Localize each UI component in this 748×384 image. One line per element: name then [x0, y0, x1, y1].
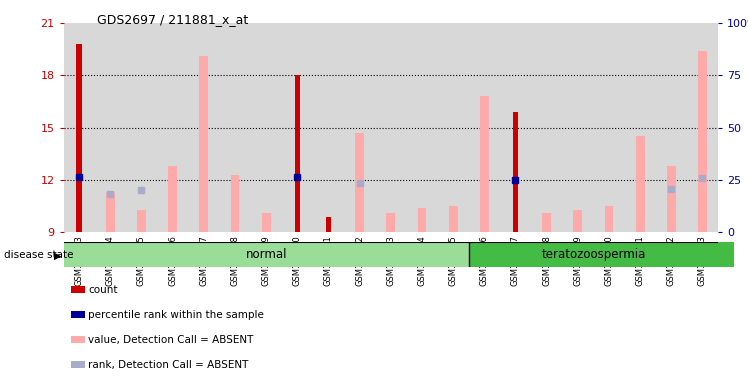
Bar: [417, 208, 426, 232]
Bar: [251, 23, 282, 232]
Bar: [76, 44, 82, 232]
Bar: [449, 206, 458, 232]
Bar: [313, 23, 344, 232]
Bar: [604, 206, 613, 232]
Text: normal: normal: [245, 248, 287, 261]
Bar: [219, 23, 251, 232]
Bar: [593, 23, 625, 232]
Bar: [667, 166, 675, 232]
Bar: [636, 136, 645, 232]
Bar: [698, 51, 707, 232]
Bar: [562, 23, 593, 232]
Bar: [64, 242, 469, 267]
Bar: [126, 23, 157, 232]
Bar: [687, 23, 718, 232]
Bar: [200, 56, 208, 232]
Bar: [480, 96, 488, 232]
Bar: [95, 23, 126, 232]
Bar: [262, 213, 271, 232]
Text: percentile rank within the sample: percentile rank within the sample: [88, 310, 264, 320]
Bar: [64, 23, 95, 232]
Bar: [574, 210, 582, 232]
Bar: [188, 23, 219, 232]
Text: count: count: [88, 285, 117, 295]
Text: value, Detection Call = ABSENT: value, Detection Call = ABSENT: [88, 335, 254, 345]
Bar: [137, 210, 146, 232]
Bar: [531, 23, 562, 232]
Bar: [282, 23, 313, 232]
Bar: [325, 217, 331, 232]
Text: GDS2697 / 211881_x_at: GDS2697 / 211881_x_at: [97, 13, 248, 26]
Text: rank, Detection Call = ABSENT: rank, Detection Call = ABSENT: [88, 360, 248, 370]
Bar: [625, 23, 656, 232]
Bar: [469, 23, 500, 232]
Text: teratozoospermia: teratozoospermia: [542, 248, 646, 261]
Bar: [500, 23, 531, 232]
Bar: [295, 75, 300, 232]
Text: ▶: ▶: [54, 250, 61, 260]
Bar: [157, 23, 188, 232]
Bar: [406, 23, 438, 232]
Bar: [469, 242, 734, 267]
Text: disease state: disease state: [4, 250, 73, 260]
Bar: [387, 213, 395, 232]
Bar: [106, 192, 114, 232]
Bar: [344, 23, 375, 232]
Bar: [512, 112, 518, 232]
Bar: [355, 133, 364, 232]
Bar: [168, 166, 177, 232]
Bar: [438, 23, 469, 232]
Bar: [542, 213, 551, 232]
Bar: [375, 23, 406, 232]
Bar: [656, 23, 687, 232]
Bar: [230, 175, 239, 232]
